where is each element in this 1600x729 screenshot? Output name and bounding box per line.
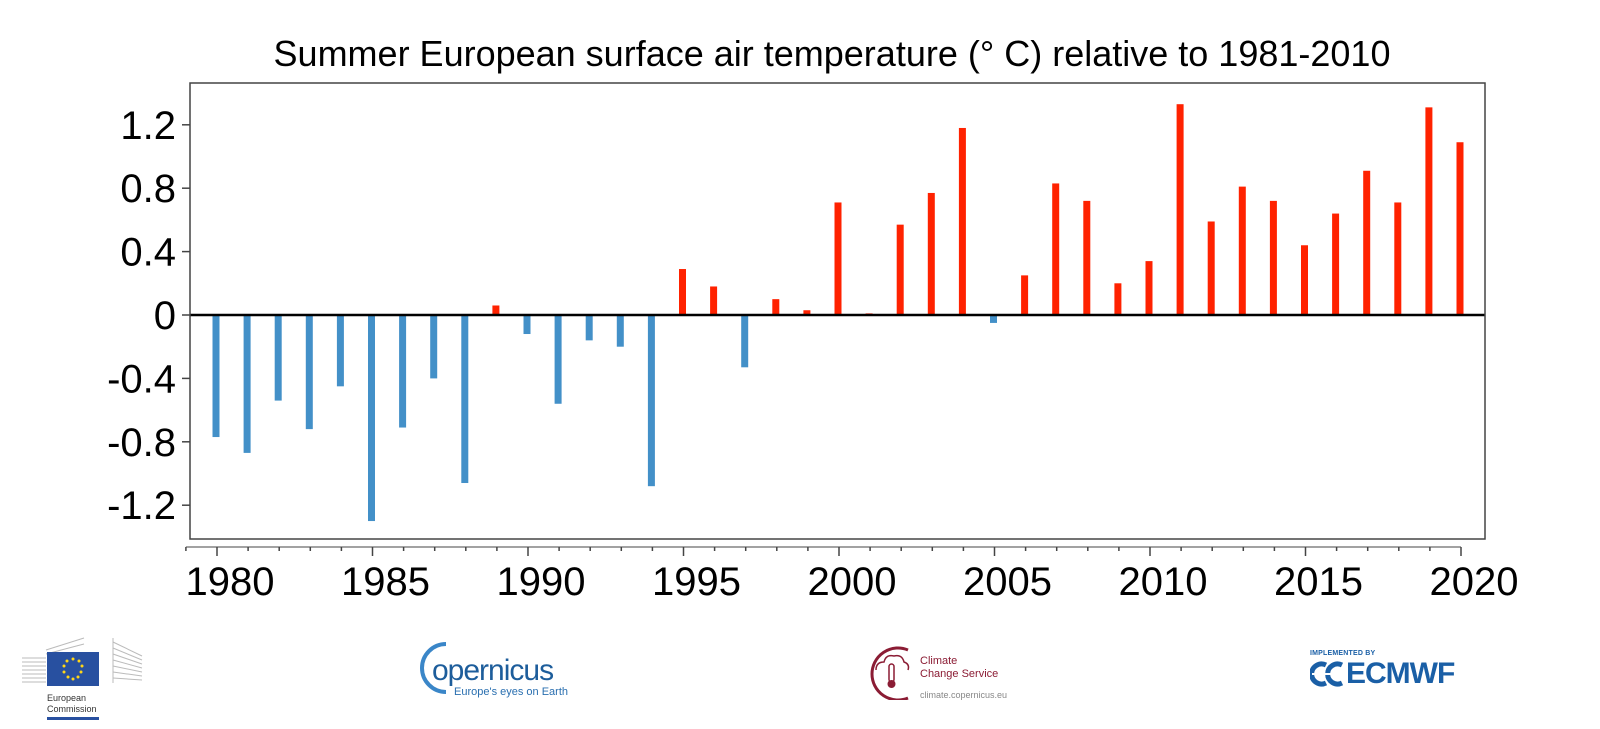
x-tick-label: 1995 xyxy=(652,560,741,604)
bar-1988 xyxy=(492,305,500,315)
bar-1984 xyxy=(368,315,375,522)
c3s-line1: Climate xyxy=(920,655,958,667)
c3s-line2: Change Service xyxy=(920,668,999,680)
copernicus-logo: opernicus Europe's eyes on Earth xyxy=(416,640,576,700)
bar-2017 xyxy=(1394,202,1402,315)
bar-2007 xyxy=(1083,200,1091,315)
bar-1994 xyxy=(679,269,686,315)
y-tick-label: -1.2 xyxy=(107,484,176,528)
y-tick-label: 0.8 xyxy=(120,167,176,211)
chart-title: Summer European surface air temperature … xyxy=(274,33,1391,74)
bar-2014 xyxy=(1301,245,1308,315)
bar-2004 xyxy=(990,315,997,323)
bar-2016 xyxy=(1363,170,1371,315)
ecmwf-logo: IMPLEMENTED BY ECMWF xyxy=(1310,650,1480,700)
c3s-thermometer-cloud-icon xyxy=(870,646,910,700)
x-tick-label: 2000 xyxy=(808,560,897,604)
bar-1985 xyxy=(399,315,407,428)
y-tick-label: 0.4 xyxy=(120,231,176,275)
bar-1981 xyxy=(274,315,282,401)
bar-1987 xyxy=(461,315,469,484)
bar-1983 xyxy=(336,315,344,387)
bar-1982 xyxy=(305,315,313,430)
x-tick-label: 2010 xyxy=(1119,560,1208,604)
bar-2013 xyxy=(1269,200,1277,315)
ec-building-icon xyxy=(22,637,143,686)
bar-2015 xyxy=(1332,213,1340,315)
bar-1999 xyxy=(834,202,842,315)
x-tick-label: 1980 xyxy=(186,560,275,604)
y-tick-label: 1.2 xyxy=(120,104,176,148)
plot-frame xyxy=(189,82,1486,540)
bar-1980 xyxy=(243,315,251,453)
bar-1991 xyxy=(585,315,593,341)
bar-2008 xyxy=(1114,283,1122,315)
logo-bar: European Commission opernicus Europe's e… xyxy=(0,610,1600,729)
bar-2003 xyxy=(958,127,966,315)
bar-2006 xyxy=(1052,183,1060,315)
copernicus-arc-icon xyxy=(420,642,447,694)
bar-1993 xyxy=(647,315,655,487)
bar-2012 xyxy=(1238,186,1246,315)
y-tick-label: -0.4 xyxy=(107,357,176,401)
bar-2005 xyxy=(1021,275,1029,315)
x-tick-label: 1990 xyxy=(497,560,586,604)
copernicus-name: opernicus xyxy=(432,654,554,687)
c3s-url: climate.copernicus.eu xyxy=(920,690,1008,700)
y-tick-label: 0 xyxy=(154,294,176,338)
x-tick-label: 1985 xyxy=(341,560,430,604)
copernicus-tagline: Europe's eyes on Earth xyxy=(454,686,569,698)
ec-line1: European xyxy=(47,693,87,703)
bar-2002 xyxy=(927,192,935,315)
c3s-logo: Climate Change Service climate.copernicu… xyxy=(866,646,1036,710)
bar-1996 xyxy=(741,315,749,368)
ecmwf-name: ECMWF xyxy=(1346,657,1455,690)
bar-2010 xyxy=(1176,104,1184,315)
x-tick-label: 2020 xyxy=(1430,560,1519,604)
bar-2011 xyxy=(1207,221,1215,315)
y-axis: 1.2 0.8 0.4 0 -0.4 -0.8 -1.2 xyxy=(107,104,190,528)
x-tick-label: 2005 xyxy=(963,560,1052,604)
bar-1990 xyxy=(554,315,562,404)
bar-1997 xyxy=(772,299,780,315)
bar-2019 xyxy=(1456,142,1464,315)
x-tick-label: 2015 xyxy=(1274,560,1363,604)
temperature-bar-chart: Summer European surface air temperature … xyxy=(107,33,1519,604)
ec-underline xyxy=(47,717,99,720)
bar-1992 xyxy=(616,315,624,347)
bar-1989 xyxy=(523,315,531,335)
bar-2009 xyxy=(1145,261,1153,315)
ecmwf-implemented-by: IMPLEMENTED BY xyxy=(1310,650,1376,657)
bar-1979 xyxy=(212,315,220,438)
ecmwf-symbol-icon xyxy=(1310,661,1344,687)
y-tick-label: -0.8 xyxy=(107,421,176,465)
bar-1998 xyxy=(803,310,811,315)
bar-2018 xyxy=(1425,107,1433,316)
bar-1986 xyxy=(430,315,438,379)
x-axis: 1980 1985 1990 1995 2000 2005 2010 2015 2020 xyxy=(185,546,1519,604)
ec-line2: Commission xyxy=(47,704,97,714)
bars-group xyxy=(212,104,1464,522)
bar-2001 xyxy=(896,224,904,315)
european-commission-logo: European Commission xyxy=(20,628,145,720)
bar-1995 xyxy=(710,286,718,315)
